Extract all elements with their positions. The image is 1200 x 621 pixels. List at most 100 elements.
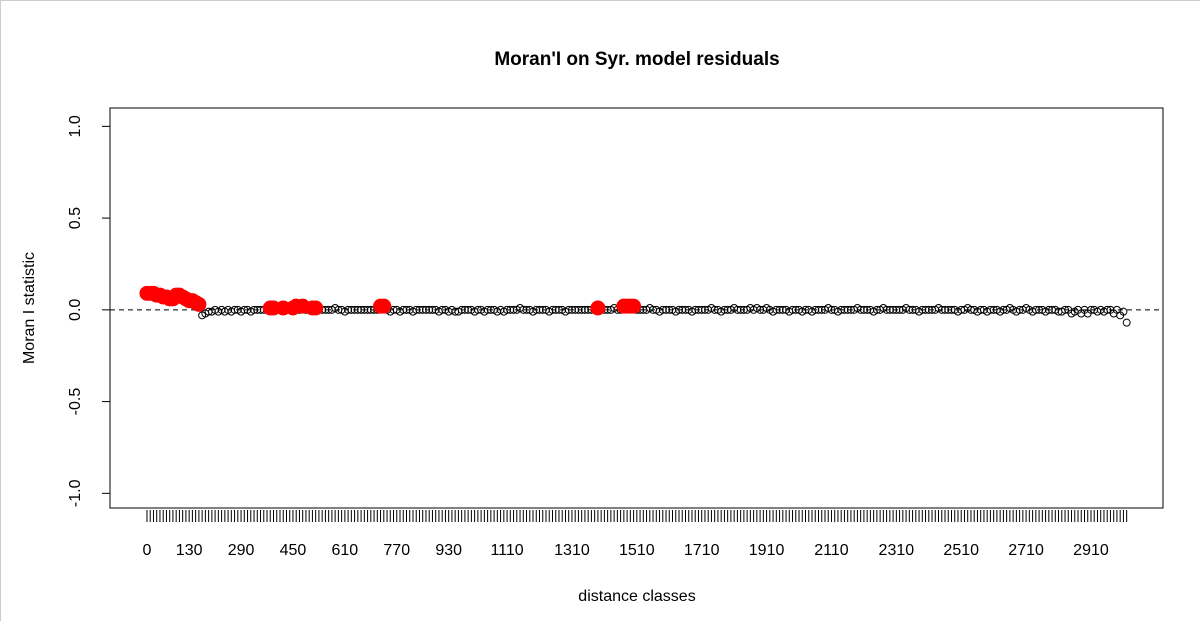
point xyxy=(580,305,589,314)
point xyxy=(885,305,894,314)
point xyxy=(506,305,515,314)
point xyxy=(191,296,207,312)
point xyxy=(720,305,729,314)
point xyxy=(1031,305,1040,314)
x-tick-label: 1510 xyxy=(619,542,655,559)
point xyxy=(837,305,846,314)
point xyxy=(941,305,950,314)
point xyxy=(1044,305,1053,314)
point xyxy=(662,305,671,314)
point xyxy=(535,305,544,314)
x-tick-label: 290 xyxy=(228,542,255,559)
x-tick-label: 0 xyxy=(143,542,152,559)
point xyxy=(924,305,933,314)
point xyxy=(460,305,469,314)
y-tick-label: 0.0 xyxy=(67,299,84,321)
point xyxy=(574,305,583,314)
point xyxy=(1103,305,1112,314)
point xyxy=(921,305,930,314)
x-tick-label: 2110 xyxy=(814,542,849,559)
x-tick-label: 1310 xyxy=(554,542,590,559)
y-axis-label: Moran I statistic xyxy=(21,252,38,364)
point xyxy=(425,305,434,314)
x-tick-label: 610 xyxy=(332,542,359,559)
point xyxy=(567,305,576,314)
point xyxy=(814,305,823,314)
point xyxy=(503,305,512,314)
point xyxy=(626,298,642,314)
point xyxy=(360,305,369,314)
point xyxy=(775,305,784,314)
point xyxy=(571,305,580,314)
point xyxy=(892,305,901,314)
y-tick-label: -1.0 xyxy=(67,479,84,507)
point xyxy=(811,305,820,314)
point xyxy=(889,305,898,314)
point xyxy=(658,305,667,314)
point xyxy=(1119,307,1128,316)
point xyxy=(412,305,421,314)
x-tick-label: 2510 xyxy=(943,542,979,559)
point xyxy=(532,305,541,314)
x-tick-label: 130 xyxy=(176,542,203,559)
chart-title: Moran'I on Syr. model residuals xyxy=(494,49,779,70)
point xyxy=(856,305,865,314)
point xyxy=(399,305,408,314)
point xyxy=(590,300,606,316)
point xyxy=(788,305,797,314)
point xyxy=(548,305,557,314)
point xyxy=(918,305,927,314)
x-tick-label: 2310 xyxy=(879,542,915,559)
point xyxy=(905,305,914,314)
point xyxy=(519,305,528,314)
point xyxy=(859,305,868,314)
point xyxy=(678,305,687,314)
point xyxy=(697,305,706,314)
point xyxy=(357,305,366,314)
x-tick-label: 1910 xyxy=(749,542,785,559)
x-tick-label: 770 xyxy=(383,542,410,559)
point xyxy=(347,305,356,314)
x-tick-label: 2910 xyxy=(1073,542,1109,559)
point xyxy=(577,305,586,314)
point xyxy=(253,305,262,314)
point xyxy=(937,305,946,314)
y-tick-label: 1.0 xyxy=(67,115,84,137)
point xyxy=(843,305,852,314)
point xyxy=(691,305,700,314)
point xyxy=(418,305,427,314)
x-axis-label: distance classes xyxy=(578,588,695,605)
point xyxy=(250,305,259,314)
point xyxy=(694,305,703,314)
point xyxy=(772,305,781,314)
point xyxy=(944,305,953,314)
y-tick-label: -0.5 xyxy=(67,388,84,416)
point xyxy=(363,305,372,314)
point xyxy=(415,305,424,314)
point xyxy=(421,305,430,314)
point xyxy=(457,305,466,314)
point xyxy=(674,305,683,314)
point xyxy=(1122,318,1131,327)
point xyxy=(986,305,995,314)
x-tick-label: 2710 xyxy=(1008,542,1044,559)
x-tick-label: 450 xyxy=(280,542,307,559)
point xyxy=(733,305,742,314)
point xyxy=(564,305,573,314)
point xyxy=(840,305,849,314)
point xyxy=(1061,305,1070,314)
y-tick-label: 0.5 xyxy=(67,207,84,229)
point xyxy=(376,298,392,314)
x-tick-label: 1110 xyxy=(490,542,523,559)
point xyxy=(551,305,560,314)
point xyxy=(308,300,324,316)
point xyxy=(483,305,492,314)
plot-box xyxy=(109,107,1164,509)
point xyxy=(736,305,745,314)
x-tick-label: 1710 xyxy=(684,542,720,559)
point xyxy=(882,305,891,314)
point xyxy=(350,305,359,314)
x-tick-label: 930 xyxy=(435,542,462,559)
